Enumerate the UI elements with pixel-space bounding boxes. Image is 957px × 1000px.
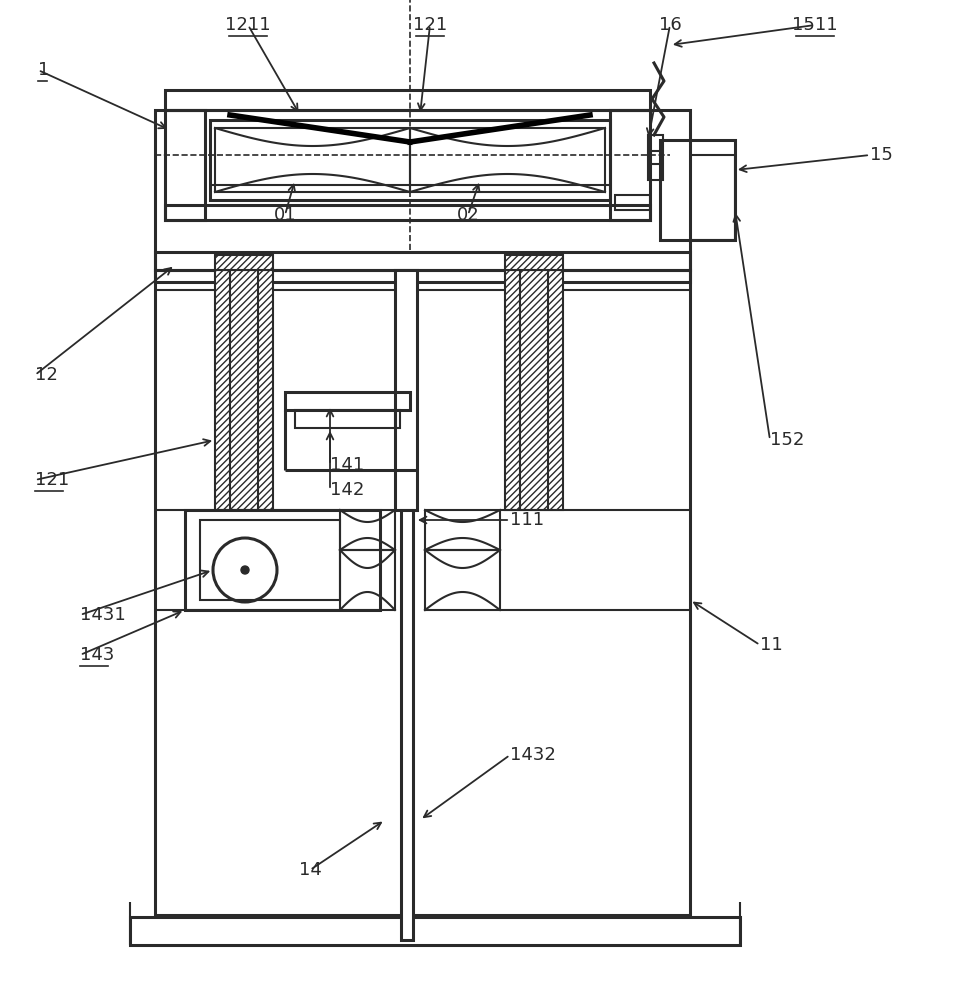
Text: 01: 01 <box>274 206 297 224</box>
Text: 16: 16 <box>658 16 681 34</box>
Text: 111: 111 <box>510 511 545 529</box>
Bar <box>615 195 650 210</box>
Bar <box>215 255 273 270</box>
Text: 152: 152 <box>770 431 805 449</box>
Text: 1: 1 <box>38 61 50 79</box>
Bar <box>401 510 413 940</box>
Bar <box>295 410 400 428</box>
Text: 14: 14 <box>299 861 322 879</box>
Text: 1431: 1431 <box>80 606 125 624</box>
Text: 1211: 1211 <box>225 16 271 34</box>
Bar <box>155 252 690 270</box>
Text: 12: 12 <box>35 366 57 384</box>
Text: 11: 11 <box>760 636 783 654</box>
Text: 121: 121 <box>35 471 69 489</box>
Text: 1511: 1511 <box>792 16 837 34</box>
Bar <box>610 110 650 220</box>
Text: 143: 143 <box>80 646 115 664</box>
Bar <box>505 255 563 270</box>
Text: 142: 142 <box>330 481 365 499</box>
Bar <box>410 128 605 192</box>
Text: 15: 15 <box>870 146 893 164</box>
Text: 02: 02 <box>456 206 479 224</box>
Bar <box>505 270 563 510</box>
Bar <box>165 90 650 110</box>
Circle shape <box>241 566 249 574</box>
Bar <box>165 110 205 220</box>
Bar <box>215 128 410 192</box>
Bar <box>200 520 340 600</box>
Bar <box>165 205 650 220</box>
Text: 121: 121 <box>412 16 447 34</box>
Bar <box>155 110 690 915</box>
Bar <box>648 135 663 180</box>
Bar <box>660 140 735 240</box>
Text: 141: 141 <box>330 456 365 474</box>
Bar <box>215 270 273 510</box>
Bar <box>285 392 410 410</box>
Bar <box>210 120 610 200</box>
Bar <box>395 270 417 510</box>
Bar <box>185 510 380 610</box>
Bar <box>155 270 690 282</box>
Bar <box>130 917 740 945</box>
Text: 1432: 1432 <box>510 746 556 764</box>
